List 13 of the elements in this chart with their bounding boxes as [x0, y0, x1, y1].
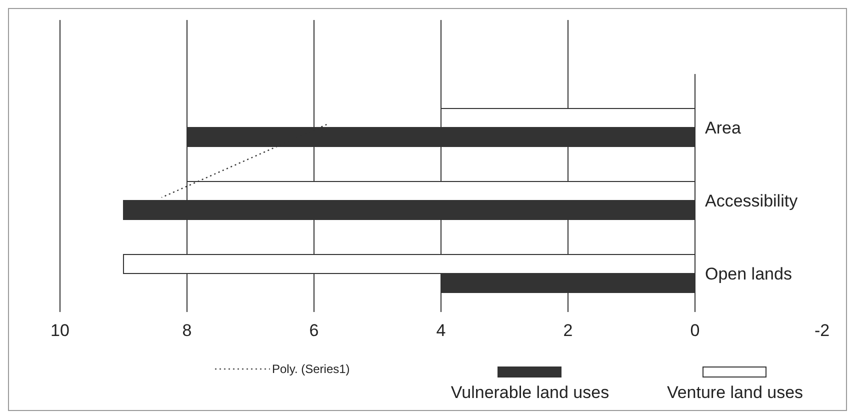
y-tick-label: Area — [705, 118, 742, 138]
x-tick-label: 6 — [309, 321, 319, 340]
y-tick-label: Accessibility — [705, 191, 798, 210]
legend-label: Venture land uses — [666, 383, 804, 402]
legend-label: Vulnerable land uses — [450, 383, 610, 402]
x-tick-label: 0 — [690, 321, 700, 340]
x-tick-label: 8 — [182, 321, 192, 340]
x-tick-label: 4 — [436, 321, 446, 340]
x-tick-label: -2 — [814, 321, 830, 340]
x-tick-label: 2 — [563, 321, 573, 340]
y-tick-label: Open lands — [705, 264, 792, 284]
x-tick-label: 10 — [50, 321, 70, 340]
text: Poly. (Series1) — [272, 362, 350, 376]
